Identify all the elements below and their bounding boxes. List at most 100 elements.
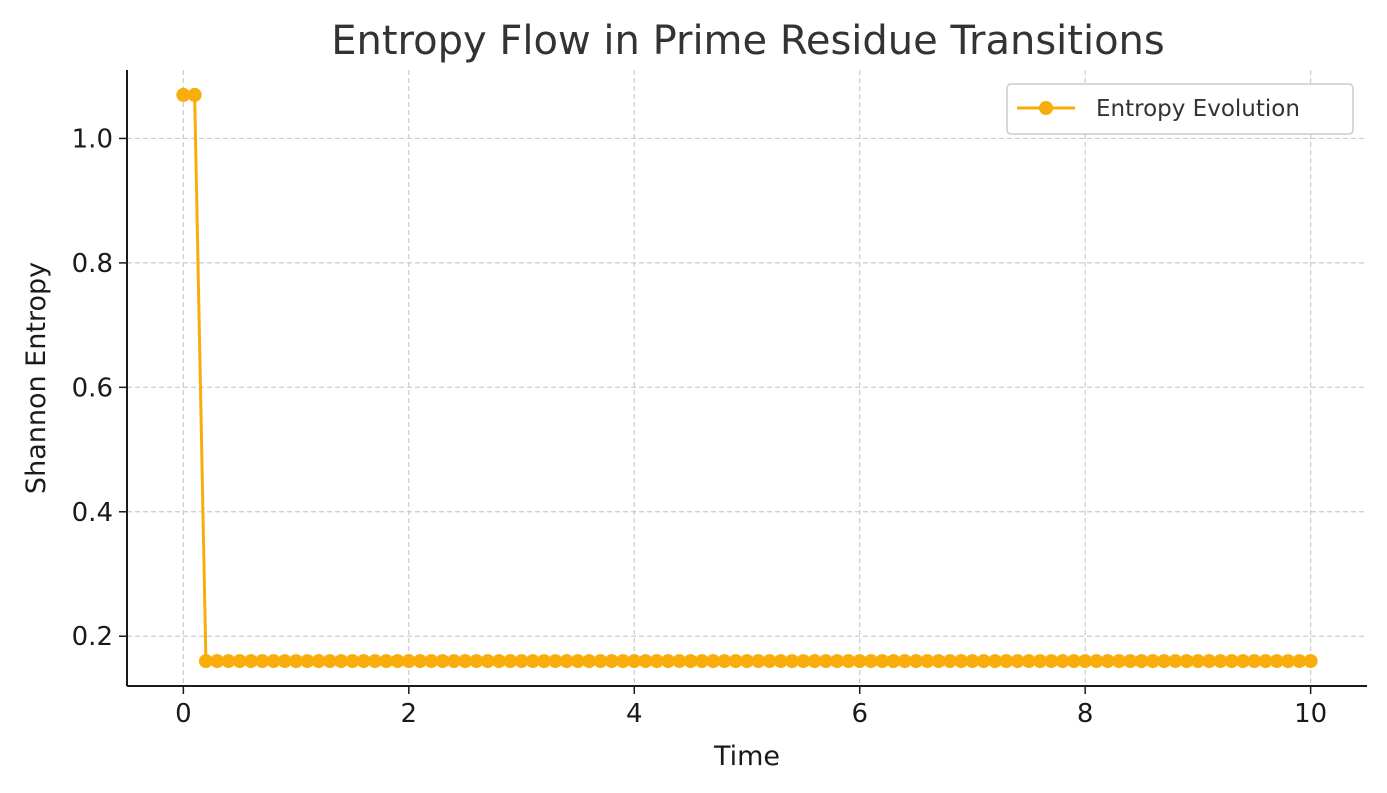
data-point (864, 654, 878, 669)
y-tick-label: 0.4 (72, 498, 113, 528)
data-point (1078, 654, 1093, 669)
data-point (469, 654, 484, 669)
y-tick-label: 0.8 (72, 249, 113, 279)
data-point (920, 654, 935, 669)
data-point (356, 654, 371, 669)
data-point (875, 654, 890, 669)
data-point (931, 654, 946, 669)
data-point (559, 654, 574, 669)
data-point (649, 654, 664, 669)
data-point (1157, 654, 1172, 669)
data-point (525, 654, 540, 669)
data-point (334, 654, 349, 669)
data-point (176, 87, 191, 102)
data-point (852, 654, 867, 669)
data-point (277, 654, 292, 669)
data-point (1145, 654, 1160, 669)
data-point (322, 654, 337, 669)
data-point (1303, 654, 1318, 669)
data-point (255, 654, 270, 669)
grid (127, 70, 1367, 686)
data-point (1258, 654, 1273, 669)
legend: Entropy Evolution (1006, 83, 1354, 135)
data-point (1010, 654, 1025, 669)
data-point (807, 654, 822, 669)
x-tick-label: 2 (401, 699, 418, 729)
data-point (1021, 654, 1036, 669)
data-point (818, 654, 833, 669)
data-point (954, 654, 969, 669)
axes (126, 70, 1367, 687)
data-point (492, 654, 506, 669)
data-point (300, 654, 315, 669)
data-point (886, 654, 901, 669)
data-point (1066, 654, 1081, 669)
data-point (368, 654, 382, 669)
data-point (593, 654, 608, 669)
data-point (1202, 654, 1217, 669)
data-point (706, 654, 721, 669)
data-point (503, 654, 518, 669)
data-point (672, 654, 687, 669)
y-tick-label: 1.0 (72, 124, 113, 154)
data-point (424, 654, 439, 669)
y-tick-label: 0.2 (72, 622, 113, 652)
data-point (909, 654, 924, 669)
x-tick-label: 6 (851, 699, 868, 729)
data-point (1044, 654, 1059, 669)
data-point (1134, 654, 1149, 669)
data-point (751, 654, 766, 669)
data-point (661, 654, 676, 669)
data-point (570, 654, 585, 669)
data-point (582, 654, 597, 669)
data-point (1179, 654, 1194, 669)
data-point (514, 654, 529, 669)
data-point (413, 654, 428, 669)
data-point (289, 654, 304, 669)
data-point (785, 654, 800, 669)
data-point (1123, 654, 1138, 669)
data-point (841, 654, 856, 669)
data-point (311, 654, 326, 669)
data-point (379, 654, 394, 669)
data-point (198, 654, 213, 669)
data-point (796, 654, 811, 669)
data-point (1281, 654, 1296, 669)
data-point (244, 654, 258, 669)
data-point (345, 654, 360, 669)
data-point (266, 654, 281, 669)
data-point (717, 654, 732, 669)
data-point (537, 654, 552, 669)
data-point (627, 654, 642, 669)
data-point (830, 654, 845, 669)
plot-area (176, 87, 1318, 669)
data-point (740, 654, 754, 669)
data-point (401, 654, 416, 669)
data-point (1269, 654, 1284, 669)
x-tick-label: 0 (175, 699, 192, 729)
data-point (728, 654, 743, 669)
data-point (548, 654, 563, 669)
x-tick-label: 4 (626, 699, 643, 729)
data-point (1100, 654, 1115, 669)
data-point (965, 654, 980, 669)
data-point (1055, 654, 1070, 669)
x-tick-label: 8 (1077, 699, 1094, 729)
data-point (232, 654, 247, 669)
data-point (458, 654, 473, 669)
data-point (694, 654, 709, 669)
legend-box (1006, 83, 1354, 135)
data-point (942, 654, 957, 669)
x-ticks: 0 2 4 6 8 10 (175, 686, 1327, 729)
data-point (1112, 654, 1126, 669)
data-point (1168, 654, 1183, 669)
data-point (1236, 654, 1250, 669)
data-point (390, 654, 405, 669)
data-point (604, 654, 619, 669)
data-point (187, 87, 202, 102)
data-point (221, 654, 236, 669)
data-point (1213, 654, 1228, 669)
y-axis-label: Shannon Entropy (21, 262, 52, 494)
data-point (638, 654, 653, 669)
